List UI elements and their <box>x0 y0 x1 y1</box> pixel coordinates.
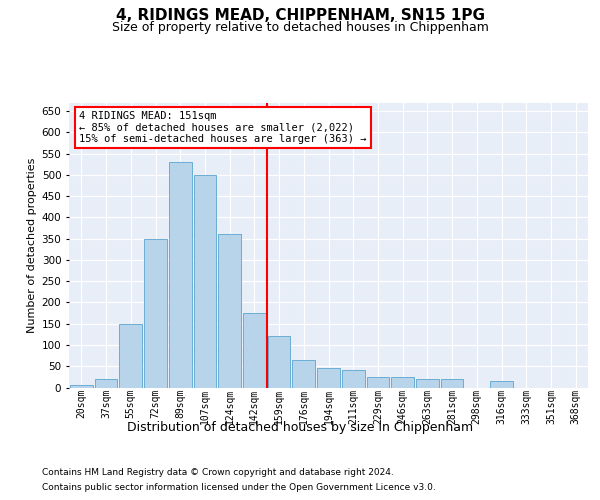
Text: Contains HM Land Registry data © Crown copyright and database right 2024.: Contains HM Land Registry data © Crown c… <box>42 468 394 477</box>
Bar <box>342 370 365 388</box>
Text: Distribution of detached houses by size in Chippenham: Distribution of detached houses by size … <box>127 421 473 434</box>
Bar <box>490 381 513 388</box>
Text: Size of property relative to detached houses in Chippenham: Size of property relative to detached ho… <box>112 21 488 34</box>
Bar <box>441 379 463 388</box>
Bar <box>391 377 414 388</box>
Bar <box>169 162 191 388</box>
Bar <box>218 234 241 388</box>
Text: 4 RIDINGS MEAD: 151sqm
← 85% of detached houses are smaller (2,022)
15% of semi-: 4 RIDINGS MEAD: 151sqm ← 85% of detached… <box>79 111 367 144</box>
Bar <box>268 336 290 388</box>
Bar <box>70 386 93 388</box>
Bar <box>144 238 167 388</box>
Text: 4, RIDINGS MEAD, CHIPPENHAM, SN15 1PG: 4, RIDINGS MEAD, CHIPPENHAM, SN15 1PG <box>115 8 485 22</box>
Y-axis label: Number of detached properties: Number of detached properties <box>28 158 37 332</box>
Bar <box>416 379 439 388</box>
Bar <box>292 360 315 388</box>
Bar <box>367 377 389 388</box>
Bar <box>95 379 118 388</box>
Bar <box>243 313 266 388</box>
Bar <box>194 175 216 388</box>
Text: Contains public sector information licensed under the Open Government Licence v3: Contains public sector information licen… <box>42 483 436 492</box>
Bar <box>317 368 340 388</box>
Bar <box>119 324 142 388</box>
